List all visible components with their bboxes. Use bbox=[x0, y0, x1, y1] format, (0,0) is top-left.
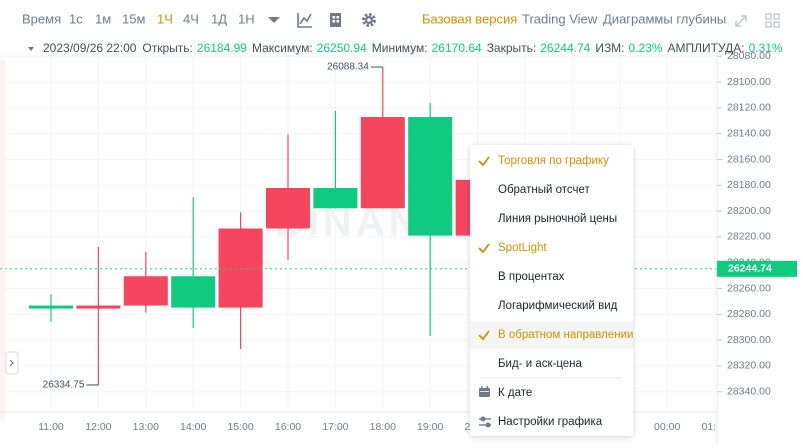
y-tick-label: 28140.00 bbox=[727, 127, 771, 139]
extreme-label: 26334.75 bbox=[43, 380, 85, 391]
menu-item[interactable]: Логарифмический вид bbox=[498, 300, 618, 312]
info-label: ИЗМ: bbox=[595, 41, 624, 55]
candle-body bbox=[408, 117, 453, 236]
menu-item[interactable]: К дате bbox=[498, 387, 532, 399]
y-tick-label: 28320.00 bbox=[727, 360, 771, 372]
x-tick-label: 17:00 bbox=[322, 421, 348, 433]
x-tick-label: 00:00 bbox=[654, 421, 680, 433]
check-mark bbox=[478, 330, 490, 341]
info-label: Минимум: bbox=[372, 41, 428, 55]
y-tick-label: 28100.00 bbox=[727, 76, 771, 88]
extreme-label: 26088.34 bbox=[327, 62, 369, 73]
x-tick-label: 14:00 bbox=[180, 421, 206, 433]
menu-item[interactable]: Обратный отсчет bbox=[498, 184, 590, 196]
candle-body bbox=[123, 276, 168, 306]
indicator-icon[interactable] bbox=[297, 13, 312, 28]
menu-item[interactable]: Бид- и аск-цена bbox=[498, 358, 583, 370]
info-label: Открыть: bbox=[142, 41, 192, 55]
info-date: 2023/09/26 22:00 bbox=[43, 41, 137, 55]
menu-item[interactable]: Торговля по графику bbox=[498, 155, 609, 167]
view-tab[interactable]: Trading View bbox=[522, 11, 598, 26]
calendar-icon bbox=[479, 386, 490, 397]
x-tick-label: 15:00 bbox=[227, 421, 253, 433]
x-tick-label: 01:00 bbox=[701, 421, 727, 433]
menu-item[interactable]: В обратном направлении bbox=[498, 329, 633, 341]
interval[interactable]: 1Н bbox=[238, 11, 255, 26]
y-tick-label: 28120.00 bbox=[727, 102, 771, 114]
layout-icon[interactable] bbox=[765, 13, 780, 28]
candle-body bbox=[218, 228, 263, 308]
x-tick-label: 18:00 bbox=[370, 421, 396, 433]
y-tick-label: 28220.00 bbox=[727, 231, 771, 243]
candle-body bbox=[360, 117, 405, 209]
dropdown-arrow[interactable] bbox=[268, 17, 280, 23]
expand-button[interactable] bbox=[5, 351, 19, 375]
axes: 28080.00 28100.00 28120.00 28140.00 28160.00… bbox=[717, 50, 797, 398]
y-tick-label: 28260.00 bbox=[727, 282, 771, 294]
interval[interactable]: 1м bbox=[95, 11, 111, 26]
context-menu: Торговля по графику Обратный отсчет Линия … bbox=[470, 145, 633, 436]
price-tag-text: 26244.74 bbox=[728, 263, 772, 275]
expand-arrow bbox=[9, 359, 14, 367]
x-tick-label: 11:00 bbox=[38, 421, 64, 433]
y-tick-label: 28080.00 bbox=[727, 50, 771, 62]
interval[interactable]: 1с bbox=[69, 11, 83, 26]
candle-body bbox=[76, 305, 121, 309]
y-tick-label: 28300.00 bbox=[727, 334, 771, 346]
y-tick-label: 28180.00 bbox=[727, 179, 771, 191]
candle-body bbox=[266, 188, 310, 229]
check-mark bbox=[478, 156, 490, 167]
info-label: Закрыть: bbox=[487, 41, 537, 55]
fullscreen-icon[interactable] bbox=[735, 15, 747, 27]
menu-hover bbox=[470, 321, 633, 349]
x-tick-label: 12:00 bbox=[85, 421, 111, 433]
menu-item[interactable]: Настройки графика bbox=[498, 416, 603, 428]
x-tick-label: 16:00 bbox=[275, 421, 301, 433]
candle-body bbox=[29, 305, 73, 309]
info-value: 26250.94 bbox=[317, 41, 367, 55]
y-tick-label: 28160.00 bbox=[727, 153, 771, 165]
menu-item[interactable]: Линия рыночной цены bbox=[498, 213, 617, 225]
y-tick-label: 28340.00 bbox=[727, 386, 771, 398]
left-strip bbox=[0, 60, 5, 420]
x-tick-label: 19:00 bbox=[417, 421, 443, 433]
interval[interactable]: 1Д bbox=[211, 11, 227, 26]
y-tick-label: 28200.00 bbox=[727, 205, 771, 217]
candle-body bbox=[171, 276, 216, 308]
info-value: 0.31% bbox=[749, 41, 783, 55]
interval[interactable]: 1Ч bbox=[157, 11, 173, 26]
info-value: 26170.64 bbox=[432, 41, 482, 55]
menu-item[interactable]: SpotLight bbox=[498, 242, 547, 254]
view-tab[interactable]: Базовая версия bbox=[422, 11, 517, 26]
interval[interactable]: 4Ч bbox=[183, 11, 199, 26]
info-value: 26244.74 bbox=[540, 41, 590, 55]
info-value: 0.23% bbox=[629, 41, 663, 55]
interval[interactable]: 15м bbox=[122, 11, 145, 26]
menu-item[interactable]: В процентах bbox=[498, 271, 565, 283]
menu-panel bbox=[470, 145, 633, 436]
info-label: АМПЛИТУДА: bbox=[668, 41, 745, 55]
template-icon[interactable] bbox=[330, 13, 341, 27]
candle-body bbox=[313, 188, 358, 209]
x-tick-label: 13:00 bbox=[133, 421, 159, 433]
time-label: Время bbox=[22, 11, 61, 26]
view-tab[interactable]: Диаграммы глубины bbox=[603, 11, 726, 26]
sliders-icon bbox=[479, 416, 491, 428]
info-label: Максимум: bbox=[252, 41, 313, 55]
info-toggle[interactable] bbox=[28, 47, 34, 51]
price-tag bbox=[717, 260, 797, 277]
settings-icon[interactable] bbox=[362, 13, 376, 27]
y-tick-label: 28280.00 bbox=[727, 308, 771, 320]
info-value: 26184.99 bbox=[197, 41, 247, 55]
check-mark bbox=[478, 243, 490, 254]
